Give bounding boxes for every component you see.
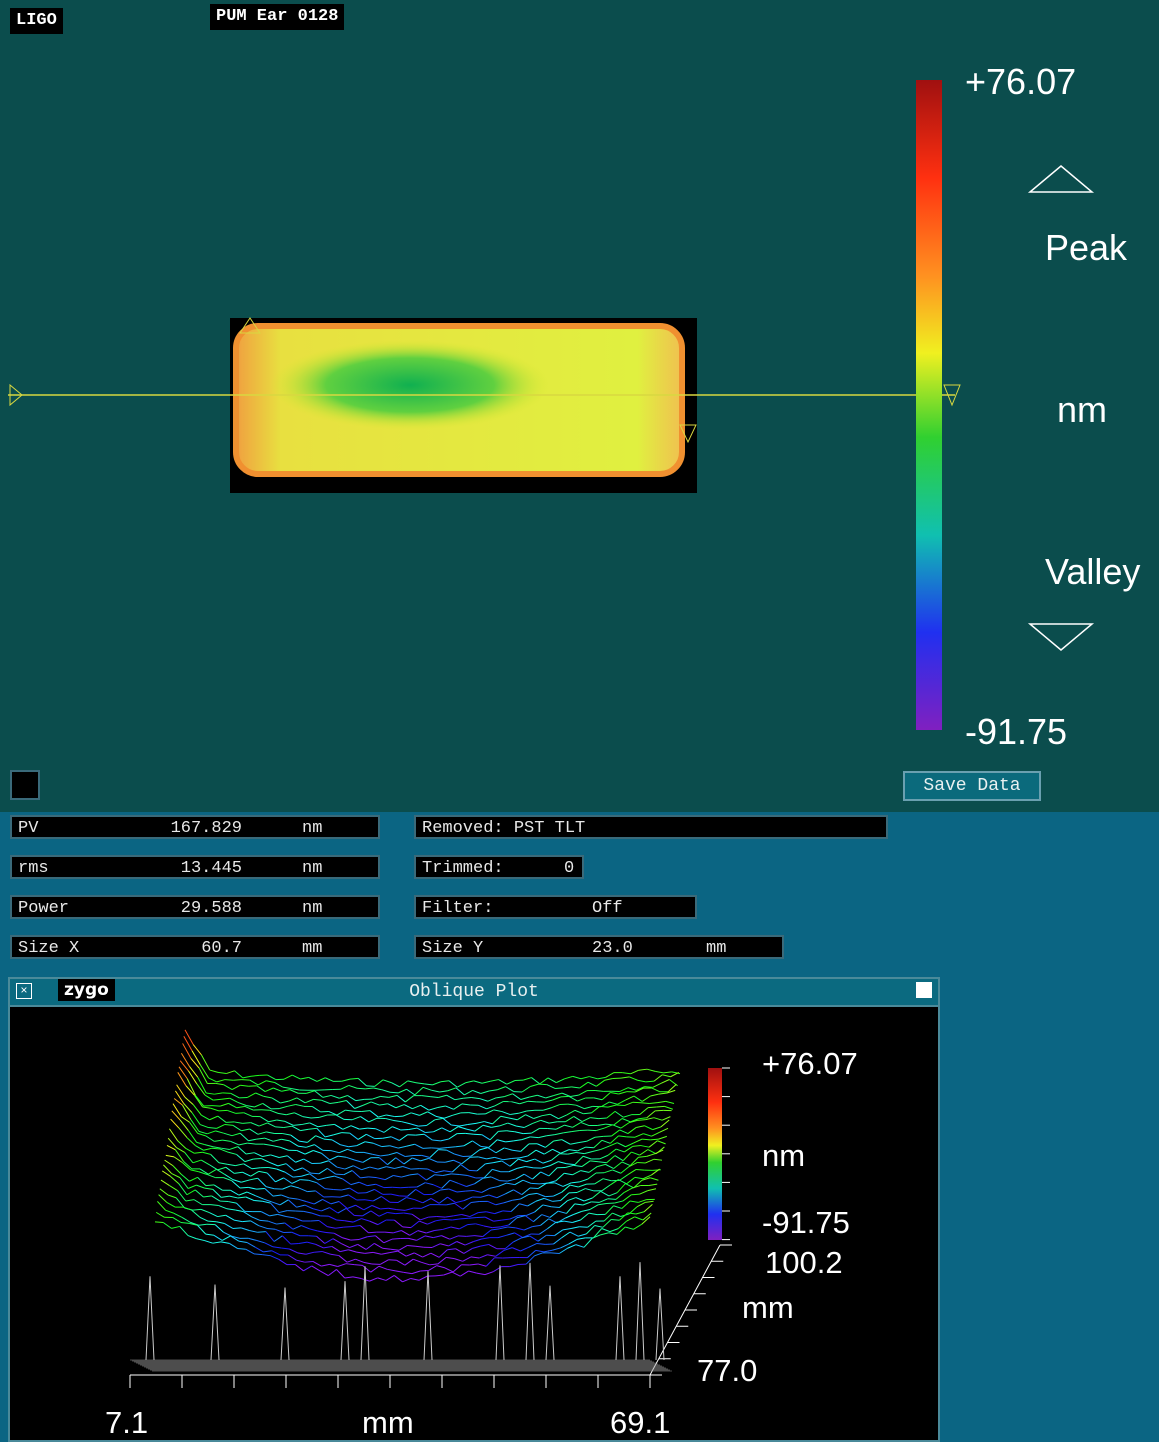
trimmed-value: 0 [564, 859, 575, 878]
stat-row: PV 167.829 nm [10, 815, 380, 839]
y-axis-min: 77.0 [697, 1353, 758, 1388]
size-y-row: Size Y 23.0 mm [414, 935, 784, 959]
removed-text: Removed: PST TLT [422, 819, 586, 838]
x-axis-min: 7.1 [105, 1405, 149, 1440]
size-y-unit: mm [706, 939, 727, 958]
stat-unit: nm [302, 859, 323, 878]
plot-scale-max: +76.07 [762, 1046, 858, 1081]
profile-marker [943, 384, 961, 407]
stat-value: 60.7 [201, 939, 242, 958]
stat-unit: nm [302, 819, 323, 838]
stat-row: Power 29.588 nm [10, 895, 380, 919]
stat-label: Size X [18, 939, 80, 958]
color-swatch[interactable] [10, 770, 40, 800]
stat-value: 13.445 [180, 859, 242, 878]
stat-label: rms [18, 859, 49, 878]
size-y-value: 23.0 [592, 939, 633, 958]
scale-max: +76.07 [965, 61, 1077, 102]
profile-marker [9, 383, 23, 407]
peak-arrow [1027, 165, 1095, 193]
window-title: Oblique Plot [409, 982, 539, 1002]
valley-arrow [1027, 623, 1095, 651]
plot-scale-unit: nm [762, 1138, 806, 1173]
surface-valley [270, 340, 550, 430]
plot-scale-min: -91.75 [762, 1205, 850, 1240]
filter-value: Off [592, 899, 623, 918]
x-axis-max: 69.1 [610, 1405, 671, 1440]
y-axis-max: 100.2 [765, 1245, 843, 1280]
size-y-label: Size Y [422, 939, 484, 958]
removed-row: Removed: PST TLT [414, 815, 888, 839]
color-bar [916, 80, 942, 730]
stat-label: PV [18, 819, 39, 838]
filter-row: Filter: Off [414, 895, 697, 919]
resize-button[interactable] [916, 982, 932, 998]
filter-label: Filter: [422, 899, 494, 918]
trimmed-label: Trimmed: [422, 859, 504, 878]
profile-marker [239, 317, 261, 334]
stat-unit: nm [302, 899, 323, 918]
trimmed-row: Trimmed: 0 [414, 855, 584, 879]
stat-row: Size X 60.7 mm [10, 935, 380, 959]
profile-marker [679, 424, 697, 444]
zygo-logo: zygo [58, 979, 115, 1001]
x-axis-unit: mm [362, 1405, 414, 1440]
stat-unit: mm [302, 939, 323, 958]
unit-label: nm [1057, 389, 1108, 430]
close-button[interactable]: × [16, 983, 32, 999]
stat-label: Power [18, 899, 70, 918]
valley-label: Valley [1045, 551, 1141, 592]
site-label: LIGO [10, 8, 63, 34]
scale-min: -91.75 [965, 711, 1068, 752]
save-data-button[interactable]: Save Data [903, 771, 1041, 801]
y-axis-unit: mm [742, 1290, 794, 1325]
peak-label: Peak [1045, 227, 1128, 268]
stat-value: 167.829 [170, 819, 242, 838]
stat-value: 29.588 [180, 899, 242, 918]
map-view [8, 80, 1095, 730]
window-titlebar: × zygo Oblique Plot [10, 979, 938, 1007]
title: PUM Ear 0128 [210, 4, 345, 30]
stat-row: rms 13.445 nm [10, 855, 380, 879]
